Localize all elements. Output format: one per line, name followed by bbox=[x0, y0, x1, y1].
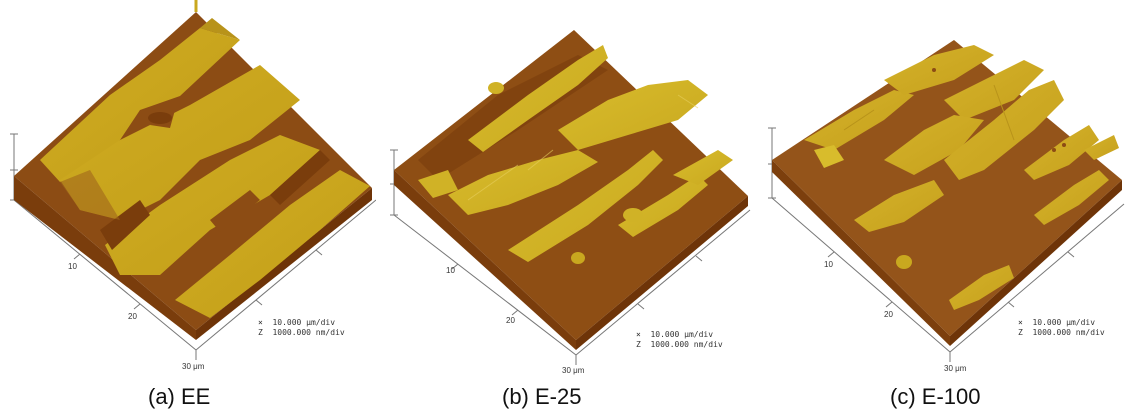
scale-x-label: × 10.000 μm/div bbox=[636, 330, 714, 339]
afm-3d-surface-e100 bbox=[768, 40, 1125, 362]
scale-z-label: Z 1000.000 nm/div bbox=[636, 340, 723, 349]
axis-tick-30: 30 μm bbox=[944, 364, 967, 373]
afm-3d-surface-e25 bbox=[390, 30, 751, 365]
scale-z-label: Z 1000.000 nm/div bbox=[258, 328, 345, 337]
afm-3d-surface-ee bbox=[10, 0, 376, 360]
panel-caption: (b) E-25 bbox=[502, 384, 582, 409]
scale-x-label: × 10.000 μm/div bbox=[1018, 318, 1096, 327]
afm-panel-e25: 10 20 30 μm × 10.000 μm/div Z 1000.000 n… bbox=[378, 0, 754, 414]
axis-tick-10: 10 bbox=[446, 266, 455, 275]
scale-x-label: × 10.000 μm/div bbox=[258, 318, 336, 327]
scale-z-label: Z 1000.000 nm/div bbox=[1018, 328, 1105, 337]
axis-tick-30: 30 μm bbox=[562, 366, 585, 375]
axis-tick-20: 20 bbox=[128, 312, 137, 321]
axis-tick-20: 20 bbox=[506, 316, 515, 325]
axis-tick-10: 10 bbox=[68, 262, 77, 271]
axis-tick-10: 10 bbox=[824, 260, 833, 269]
axis-tick-20: 20 bbox=[884, 310, 893, 319]
panel-caption: (c) E-100 bbox=[890, 384, 981, 409]
afm-panel-ee: 10 20 30 μm × 10.000 μm/div Z 1000.000 n… bbox=[0, 0, 376, 414]
panel-caption: (a) EE bbox=[148, 384, 211, 409]
afm-panel-e100: 10 20 30 μm × 10.000 μm/div Z 1000.000 n… bbox=[754, 0, 1130, 414]
axis-tick-30: 30 μm bbox=[182, 362, 205, 371]
